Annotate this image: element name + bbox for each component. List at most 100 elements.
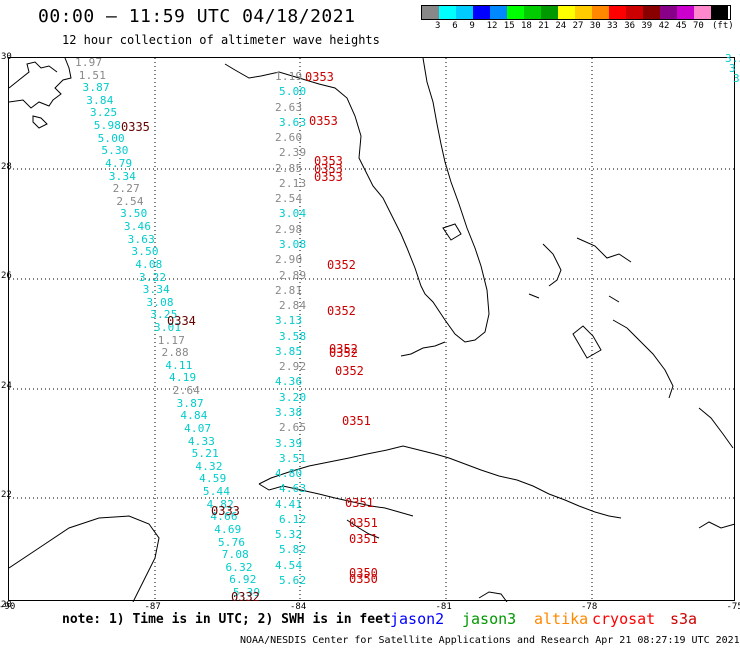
wave-height-value: 3: [729, 62, 736, 75]
color-legend-bar: 3 6 9 12 15 18 21 24 27 30 33 36 39 42 45 70 (ft): [421, 5, 734, 32]
wave-height-value: 3.51: [279, 451, 307, 465]
color-legend-labels: 3 6 9 12 15 18 21 24 27 30 33 36 39 42 45 70 (ft): [421, 20, 734, 32]
color-swatch: [711, 6, 728, 19]
color-unit: (ft): [712, 21, 734, 31]
wave-height-value: 3.13: [275, 314, 303, 328]
wave-height-value: 2.65: [279, 421, 307, 435]
wave-height-value: 2.81: [275, 283, 303, 297]
wave-height-value: 3.85: [275, 344, 303, 358]
color-legend-swatches: [421, 5, 731, 20]
credit-line: NOAA/NESDIS Center for Satellite Applica…: [240, 635, 740, 646]
wave-height-value: 4.79: [105, 156, 133, 170]
legend-s3a: s3a: [670, 610, 698, 628]
wave-height-value: 3.58: [279, 329, 307, 343]
pass-time-label: 0352: [327, 304, 356, 318]
wave-height-value: 3.84: [86, 93, 114, 107]
color-swatch: [507, 6, 524, 19]
wave-height-value: 5.98: [93, 119, 122, 133]
wave-height-value: 3.46: [123, 220, 152, 234]
wave-height-value: 2.85: [275, 161, 303, 175]
pass-time-label: 0353: [305, 70, 334, 84]
wave-height-value: 3.34: [142, 283, 170, 297]
color-swatch: [643, 6, 660, 19]
color-swatch: [660, 6, 677, 19]
wave-height-value: 6.32: [225, 560, 253, 574]
wave-height-value: 2.64: [172, 384, 201, 398]
map-subtitle: 12 hour collection of altimeter wave hei…: [62, 33, 380, 47]
wave-height-value: 5.39: [233, 586, 261, 599]
color-label: 3: [435, 21, 441, 31]
legend-jason2: jason2: [390, 610, 445, 628]
wave-height-value: 3: [733, 72, 740, 85]
wave-height-value: 3.39: [275, 436, 303, 450]
wave-height-value: 3.25: [90, 106, 118, 120]
pass-time-label: 0352: [327, 258, 356, 272]
wave-height-value: 5.30: [101, 144, 129, 158]
pass-time-label: 0353: [314, 170, 343, 184]
latitude-tick: 20: [1, 599, 12, 610]
color-swatch: [609, 6, 626, 19]
coastlines: [9, 58, 736, 602]
wave-height-value: 2.84: [279, 299, 307, 313]
pass-time-label: 0350: [349, 566, 378, 580]
color-label: 24: [555, 21, 567, 31]
wave-height-value: 4.84: [180, 409, 208, 423]
wave-height-value: 1.19: [275, 70, 303, 83]
color-label: 33: [607, 21, 618, 31]
wave-height-value: 6.92: [229, 573, 257, 587]
wave-height-value: 5.82: [279, 543, 307, 557]
wave-height-value: 2.54: [116, 194, 144, 208]
color-swatch: [473, 6, 490, 19]
map-frame: 30 28 26 24 22 20 -90 -87 -84 -81 -78 -75 1.971.51…: [0, 52, 740, 612]
color-label: 70: [693, 21, 704, 31]
pass-time-label: 0334: [167, 314, 196, 328]
wave-height-value: 3.3: [725, 52, 740, 65]
wave-height-value: 4.11: [165, 358, 193, 372]
wave-height-value: 3.38: [275, 406, 303, 419]
wave-height-value: 4.63: [279, 482, 307, 496]
wave-height-value: 5.00: [97, 131, 125, 145]
latitude-tick: 26: [1, 271, 12, 281]
wave-height-value: 4.54: [275, 558, 303, 572]
pass-time-label: 0351: [349, 516, 378, 530]
latitude-tick: 28: [1, 161, 12, 172]
wave-height-value: 3.08: [146, 295, 174, 309]
color-swatch: [490, 6, 507, 19]
wave-height-value: 2.13: [279, 176, 307, 190]
pass-time-label: 0353: [314, 162, 343, 176]
longitude-tick: -84: [290, 602, 307, 612]
wave-height-value: 3.63: [279, 115, 307, 129]
wave-height-value: 5.44: [202, 485, 231, 499]
color-swatch: [592, 6, 609, 19]
color-swatch: [456, 6, 473, 19]
wave-height-value: 4.07: [184, 421, 212, 435]
wave-height-value: 4.69: [214, 522, 242, 536]
wave-height-value: 1.51: [78, 68, 107, 82]
color-swatch: [626, 6, 643, 19]
color-swatch: [558, 6, 575, 19]
wave-height-value: 2.54: [275, 192, 303, 206]
color-swatch: [422, 6, 439, 19]
coastline-map: [9, 58, 736, 602]
color-label: 15: [503, 21, 515, 31]
longitude-tick: -90: [0, 602, 16, 612]
wave-height-value: 3.04: [279, 207, 307, 221]
color-label: 42: [658, 21, 670, 31]
wave-height-value: 7.08: [221, 548, 249, 562]
legend-altika: altika: [534, 610, 589, 628]
wave-height-value: 3.87: [176, 396, 204, 410]
latitude-tick: 22: [1, 490, 12, 500]
wave-height-value: 5.00: [279, 85, 307, 99]
wave-height-value: 4.33: [187, 434, 216, 448]
wave-height-value: 3.50: [120, 207, 148, 221]
pass-time-label: 0351: [342, 414, 371, 428]
color-swatch: [694, 6, 711, 19]
color-label: 6: [452, 21, 458, 31]
color-swatch: [575, 6, 592, 19]
pass-time-label: 0351: [345, 496, 374, 510]
wave-height-value: 4.36: [275, 375, 303, 389]
color-label: 9: [469, 21, 475, 31]
color-swatch: [524, 6, 541, 19]
wave-height-value: 4.59: [199, 472, 227, 486]
pass-time-label: 0333: [211, 504, 240, 518]
